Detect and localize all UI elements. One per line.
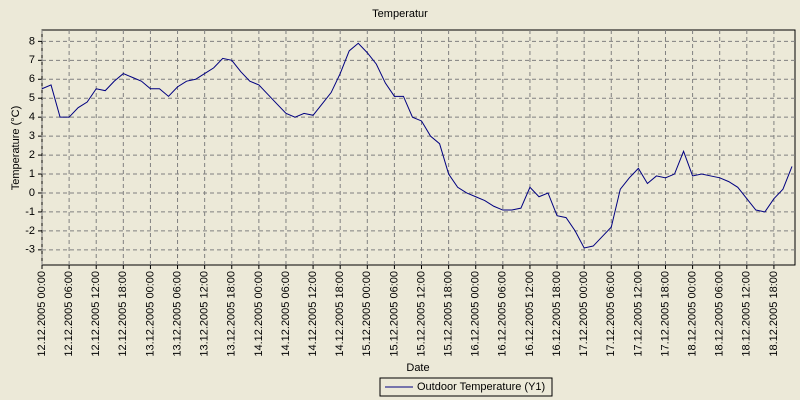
x-tick-label: 17.12.2005 06:00 xyxy=(605,271,617,357)
y-tick-label: 0 xyxy=(29,187,35,199)
x-tick-label: 14.12.2005 00:00 xyxy=(253,271,265,357)
x-tick-label: 13.12.2005 18:00 xyxy=(226,271,238,357)
x-tick-label: 14.12.2005 12:00 xyxy=(307,271,319,357)
x-tick-label: 12.12.2005 12:00 xyxy=(90,271,102,357)
x-tick-label: 16.12.2005 12:00 xyxy=(524,271,536,357)
y-tick-label: 5 xyxy=(29,92,35,104)
y-tick-label: 2 xyxy=(29,149,35,161)
x-tick-label: 18.12.2005 18:00 xyxy=(768,271,780,357)
y-tick-label: -3 xyxy=(25,244,35,256)
x-tick-label: 18.12.2005 06:00 xyxy=(714,271,726,357)
y-tick-label: 3 xyxy=(29,130,35,142)
x-tick-label: 17.12.2005 00:00 xyxy=(578,271,590,357)
x-tick-label: 16.12.2005 00:00 xyxy=(470,271,482,357)
legend-label: Outdoor Temperature (Y1) xyxy=(417,381,545,393)
y-tick-label: 7 xyxy=(29,54,35,66)
x-tick-label: 13.12.2005 12:00 xyxy=(199,271,211,357)
y-tick-label: 4 xyxy=(29,111,35,123)
x-tick-label: 18.12.2005 00:00 xyxy=(686,271,698,357)
plot-area xyxy=(41,29,796,266)
data-line xyxy=(41,42,793,249)
y-tick-label: 6 xyxy=(29,73,35,85)
x-tick-label: 18.12.2005 12:00 xyxy=(741,271,753,357)
x-tick-label: 13.12.2005 06:00 xyxy=(171,271,183,357)
chart-title: Temperatur xyxy=(372,8,428,20)
x-tick-label: 17.12.2005 18:00 xyxy=(659,271,671,357)
x-tick-label: 12.12.2005 00:00 xyxy=(36,271,48,357)
x-tick-label: 15.12.2005 18:00 xyxy=(443,271,455,357)
x-tick-label: 14.12.2005 06:00 xyxy=(280,271,292,357)
legend xyxy=(379,377,553,397)
x-tick-label: 14.12.2005 18:00 xyxy=(334,271,346,357)
x-tick-label: 15.12.2005 12:00 xyxy=(415,271,427,357)
x-tick-label: 15.12.2005 00:00 xyxy=(361,271,373,357)
y-tick-label: 1 xyxy=(29,168,35,180)
x-tick-label: 15.12.2005 06:00 xyxy=(388,271,400,357)
x-tick-label: 13.12.2005 00:00 xyxy=(144,271,156,357)
x-tick-label: 12.12.2005 06:00 xyxy=(63,271,75,357)
y-tick-label: -2 xyxy=(25,225,35,237)
x-tick-label: 17.12.2005 12:00 xyxy=(632,271,644,357)
x-axis-label: Date xyxy=(406,362,429,374)
y-axis-label: Temperature (°C) xyxy=(10,106,22,190)
y-tick-label: 8 xyxy=(29,35,35,47)
x-tick-label: 16.12.2005 18:00 xyxy=(551,271,563,357)
x-tick-label: 12.12.2005 18:00 xyxy=(117,271,129,357)
x-tick-label: 16.12.2005 06:00 xyxy=(497,271,509,357)
y-tick-label: -1 xyxy=(25,206,35,218)
